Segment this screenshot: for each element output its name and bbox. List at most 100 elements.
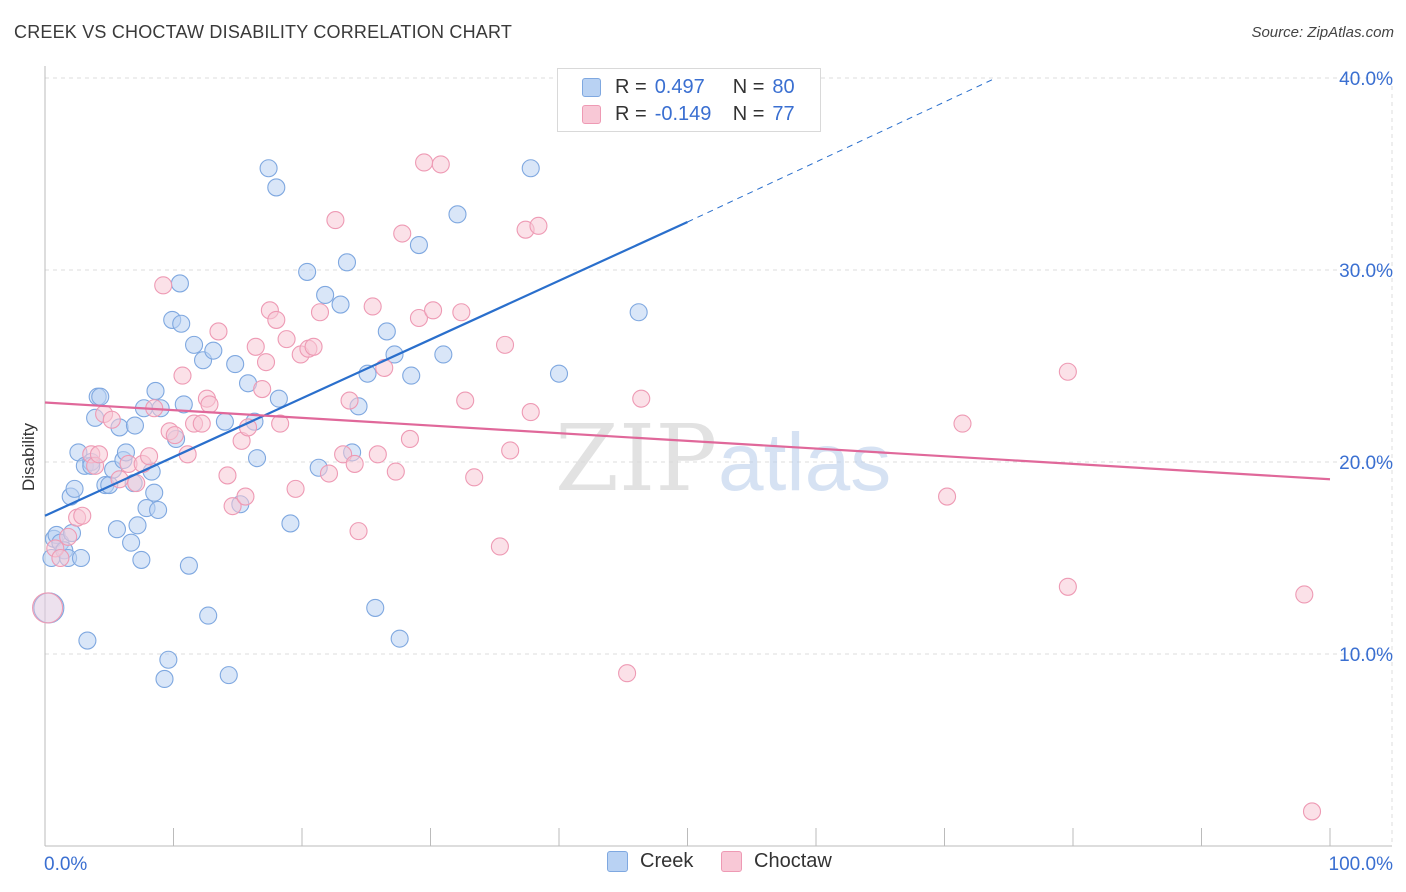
choctaw-point [521, 403, 540, 422]
watermark-atlas: atlas [718, 417, 891, 508]
choctaw-point [456, 391, 475, 410]
legend-row-choctaw: R = -0.149 N = 77 [582, 101, 795, 127]
r-label: R = [615, 75, 647, 98]
choctaw-point [253, 379, 272, 399]
choctaw-point [51, 548, 70, 568]
choctaw-point [501, 441, 520, 460]
creek-point [316, 285, 335, 305]
chart-title: CREEK VS CHOCTAW DISABILITY CORRELATION … [14, 22, 513, 42]
creek-point [145, 483, 164, 502]
choctaw-point [415, 153, 434, 172]
creek-point [107, 520, 127, 539]
creek-point [179, 556, 198, 575]
choctaw-point [140, 447, 159, 466]
y-tick-label: 40.0% [1339, 69, 1393, 90]
legend-item-choctaw[interactable]: Choctaw [721, 850, 832, 873]
choctaw-point [102, 410, 121, 429]
choctaw-point [173, 366, 192, 385]
creek-trendline-extension [687, 77, 997, 223]
legend-label-choctaw: Choctaw [754, 850, 832, 872]
creek-swatch [582, 77, 601, 97]
creek-point [215, 412, 234, 431]
axes [44, 66, 1392, 847]
choctaw-point [1058, 577, 1077, 596]
choctaw-point [375, 358, 394, 377]
creek-point [199, 606, 218, 625]
creek-swatch [607, 851, 628, 872]
choctaw-point [393, 224, 412, 243]
choctaw-point [59, 527, 78, 546]
correlation-legend: R = 0.497 N = 80 R = -0.149 N = 77 [557, 68, 821, 132]
choctaw-point [310, 303, 330, 322]
creek-point [122, 533, 141, 552]
creek-point [128, 516, 147, 535]
choctaw-point [238, 418, 258, 437]
choctaw-point [192, 414, 211, 433]
legend-item-creek[interactable]: Creek [607, 850, 693, 873]
trend-lines [44, 77, 1331, 517]
creek-point [185, 335, 204, 354]
creek-point [159, 650, 178, 669]
creek-point [259, 159, 278, 178]
creek-point [390, 629, 409, 648]
choctaw-point [400, 429, 419, 449]
creek-point [132, 550, 151, 569]
n-value: 80 [772, 75, 795, 98]
creek-point [366, 598, 385, 617]
r-value: -0.149 [654, 102, 712, 125]
choctaw-point [938, 487, 957, 506]
creek-point [149, 500, 168, 520]
choctaw-point [32, 592, 64, 624]
choctaw-point [256, 353, 276, 372]
choctaw-point [319, 464, 339, 483]
creek-point [172, 314, 191, 333]
x-tick-label: 0.0% [44, 854, 87, 875]
series-legend: Creek Choctaw [0, 850, 1406, 878]
n-label: N = [732, 75, 765, 98]
choctaw-point [89, 445, 109, 464]
choctaw-point [424, 301, 443, 320]
y-tick-label: 20.0% [1339, 453, 1393, 474]
tick-labels: 10.0% 20.0% 30.0% 40.0% 0.0% 100.0% [44, 69, 1393, 875]
choctaw-point [1058, 362, 1077, 381]
choctaw-swatch [582, 104, 601, 124]
creek-point [91, 387, 110, 406]
x-tick-label: 100.0% [1329, 854, 1394, 875]
choctaw-point [431, 155, 450, 174]
choctaw-point [334, 445, 353, 464]
creek-trendline [44, 220, 688, 517]
creek-point [170, 274, 189, 293]
creek-point [434, 345, 453, 364]
choctaw-point [465, 468, 484, 487]
choctaw-point [409, 308, 428, 328]
creek-point [549, 364, 569, 383]
creek-point [78, 631, 97, 650]
creek-point [298, 262, 317, 281]
choctaw-point [304, 337, 323, 356]
source-label: Source: ZipAtlas.com [1251, 24, 1394, 41]
choctaw-series [32, 153, 1322, 821]
creek-point [448, 205, 467, 224]
choctaw-point [618, 664, 637, 683]
choctaw-point [286, 479, 305, 498]
creek-point [267, 178, 286, 197]
legend-label-creek: Creek [640, 850, 694, 872]
creek-point [219, 666, 238, 685]
creek-point [155, 669, 174, 689]
choctaw-point [223, 497, 242, 516]
choctaw-point [218, 466, 237, 485]
choctaw-point [340, 391, 359, 410]
creek-point [629, 303, 648, 322]
creek-point [247, 449, 267, 468]
creek-point [377, 322, 396, 341]
choctaw-point [632, 389, 651, 408]
creek-point [269, 389, 288, 408]
choctaw-point [452, 303, 471, 322]
creek-point [174, 395, 193, 414]
choctaw-point [267, 310, 286, 329]
creek-point [71, 548, 91, 568]
creek-point [65, 479, 84, 498]
choctaw-point [154, 276, 173, 295]
creek-point [125, 416, 144, 435]
choctaw-point [953, 414, 972, 433]
